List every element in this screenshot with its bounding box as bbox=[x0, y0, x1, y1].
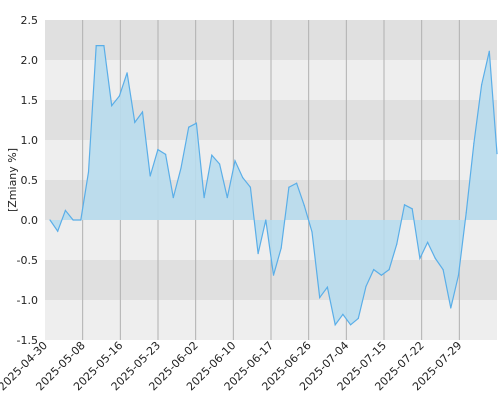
data-point bbox=[157, 149, 159, 151]
y-tick-label: 2.0 bbox=[21, 54, 39, 67]
data-point bbox=[87, 171, 90, 173]
data-point bbox=[319, 297, 321, 299]
data-point bbox=[49, 219, 51, 221]
y-tick-label: 0.0 bbox=[21, 214, 39, 227]
x-tick-labels: 2025-04-302025-05-082025-05-162025-05-23… bbox=[0, 339, 464, 393]
data-point bbox=[442, 269, 444, 271]
area-layer bbox=[49, 44, 498, 327]
y-tick-label: -0.5 bbox=[17, 254, 38, 267]
data-point bbox=[272, 274, 275, 276]
data-point bbox=[357, 317, 359, 319]
data-point bbox=[103, 45, 105, 47]
data-point bbox=[434, 257, 436, 259]
data-point bbox=[141, 111, 144, 113]
data-point bbox=[450, 307, 452, 309]
data-point bbox=[95, 45, 97, 47]
data-point bbox=[334, 324, 336, 326]
data-point bbox=[311, 231, 313, 233]
data-point bbox=[280, 247, 282, 249]
data-point bbox=[496, 153, 498, 155]
data-point bbox=[349, 324, 352, 326]
y-tick-label: 1.0 bbox=[21, 134, 39, 147]
y-tick-label: -1.0 bbox=[17, 294, 38, 307]
data-point bbox=[403, 204, 406, 206]
data-point bbox=[388, 269, 390, 271]
y-tick-labels: 2.5 2.0 1.5 1.0 0.5 0.0 -0.5 -1.0 -1.5 bbox=[17, 14, 38, 347]
data-point bbox=[149, 175, 151, 177]
data-point bbox=[303, 205, 305, 207]
y-tick-label: 0.5 bbox=[21, 174, 39, 187]
data-point bbox=[380, 274, 382, 276]
data-point bbox=[195, 122, 198, 124]
data-point bbox=[134, 121, 136, 123]
data-point bbox=[165, 153, 167, 155]
data-point bbox=[411, 208, 413, 210]
data-point bbox=[326, 286, 329, 288]
data-point bbox=[427, 241, 429, 243]
y-axis-title: [Zmiany %] bbox=[6, 148, 19, 212]
data-point bbox=[365, 285, 367, 287]
data-point bbox=[64, 209, 67, 211]
data-point bbox=[188, 126, 190, 128]
data-point bbox=[488, 50, 490, 52]
data-point bbox=[296, 182, 298, 184]
data-point bbox=[218, 163, 221, 165]
data-point bbox=[203, 197, 205, 199]
data-point bbox=[172, 197, 174, 199]
data-point bbox=[111, 105, 113, 107]
series-area bbox=[50, 45, 497, 325]
data-point bbox=[457, 274, 460, 276]
data-point bbox=[126, 72, 128, 74]
data-point bbox=[80, 219, 82, 221]
data-point bbox=[180, 167, 182, 169]
data-point bbox=[288, 186, 290, 188]
data-point bbox=[242, 177, 244, 179]
data-point bbox=[257, 253, 259, 255]
data-point bbox=[342, 313, 344, 315]
data-point bbox=[265, 219, 267, 221]
data-point bbox=[480, 84, 483, 86]
data-point bbox=[473, 142, 475, 144]
y-tick-label: 1.5 bbox=[21, 94, 39, 107]
data-point bbox=[211, 154, 213, 156]
y-tick-label: -1.5 bbox=[17, 334, 38, 347]
data-point bbox=[118, 95, 120, 97]
data-point bbox=[57, 230, 59, 232]
data-point bbox=[465, 212, 467, 214]
data-point bbox=[234, 160, 236, 162]
data-point bbox=[419, 257, 421, 259]
data-point bbox=[396, 243, 398, 245]
data-point bbox=[249, 186, 251, 188]
y-tick-label: 2.5 bbox=[21, 14, 39, 27]
data-point bbox=[226, 197, 228, 199]
data-point bbox=[373, 269, 375, 271]
data-point bbox=[72, 219, 74, 221]
